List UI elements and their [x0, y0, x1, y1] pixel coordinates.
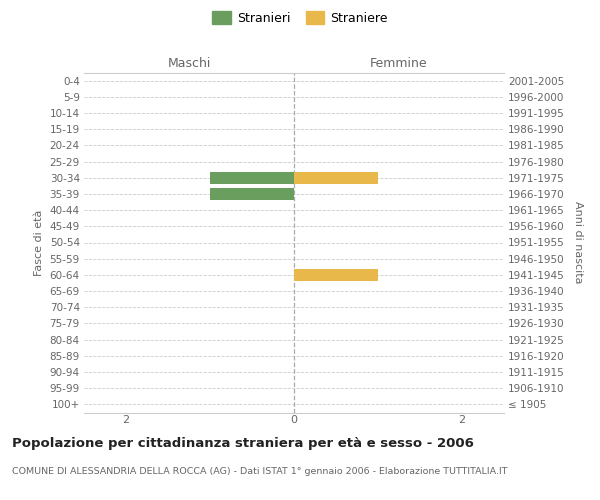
Text: Popolazione per cittadinanza straniera per età e sesso - 2006: Popolazione per cittadinanza straniera p…	[12, 438, 474, 450]
Bar	[210, 188, 294, 200]
Text: COMUNE DI ALESSANDRIA DELLA ROCCA (AG) - Dati ISTAT 1° gennaio 2006 - Elaborazio: COMUNE DI ALESSANDRIA DELLA ROCCA (AG) -…	[12, 468, 508, 476]
Bar	[294, 269, 378, 281]
Y-axis label: Fasce di età: Fasce di età	[34, 210, 44, 276]
Text: Maschi: Maschi	[167, 57, 211, 70]
Y-axis label: Anni di nascita: Anni di nascita	[573, 201, 583, 283]
Text: Femmine: Femmine	[370, 57, 428, 70]
Bar	[210, 172, 294, 184]
Legend: Stranieri, Straniere: Stranieri, Straniere	[207, 6, 393, 30]
Bar	[294, 172, 378, 184]
